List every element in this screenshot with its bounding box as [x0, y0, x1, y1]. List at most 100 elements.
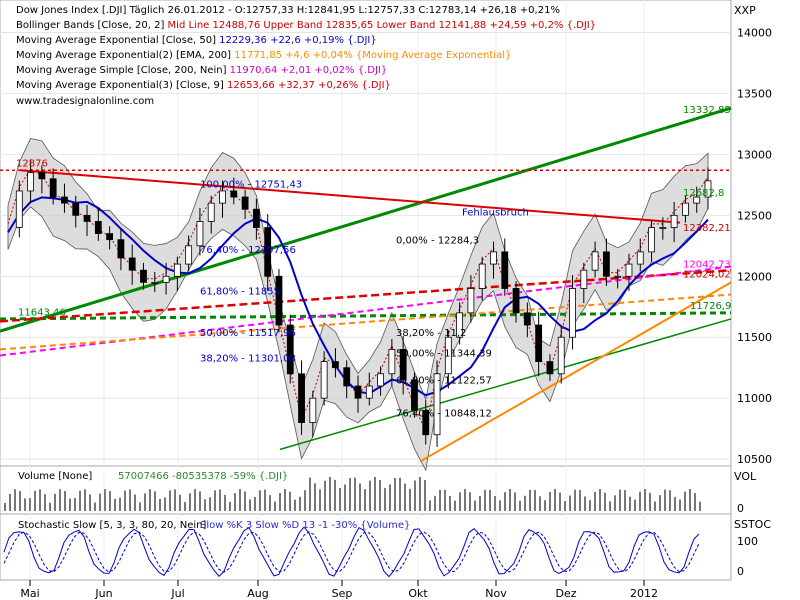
candle-body — [535, 324, 543, 363]
fib-label: 50,00% - 11517,96 — [200, 328, 296, 339]
y-tick-label: 11000 — [737, 392, 772, 405]
legend-item: Bollinger Bands [Close, 20, 2] Mid Line … — [16, 20, 596, 31]
volume-bar — [604, 492, 606, 511]
volume-bar — [239, 489, 241, 511]
fib-label: 50,00% - 11344,39 — [396, 349, 492, 360]
candle-body — [117, 239, 125, 259]
candle-body — [670, 214, 678, 228]
price-axis: 10500 11000 11500 12000 12500 13000 13500 14000 — [737, 26, 772, 466]
fib-label: 0,00% - 12284,3 — [396, 235, 479, 246]
volume-bar — [289, 491, 291, 511]
stochastic-title: Stochastic Slow [5, 3, 3, 80, 20, Nein] — [18, 520, 207, 531]
candle-body — [693, 196, 701, 204]
candle-body — [411, 379, 418, 411]
volume-bar — [574, 489, 576, 511]
volume-bar — [689, 489, 691, 511]
candle-body — [648, 227, 655, 253]
volume-bar — [334, 479, 336, 511]
volume-bar — [214, 490, 216, 511]
candle-body — [27, 172, 34, 192]
candle-body — [523, 312, 531, 326]
volume-bar — [344, 484, 346, 511]
volume-bar — [84, 489, 86, 511]
volume-bar — [499, 500, 501, 511]
time-axis: Mai Jun Jul Aug Sep Okt Nov Dez 2012 — [20, 580, 658, 600]
annotation-trend-end: 13332,85 — [683, 105, 731, 116]
candle-body — [467, 288, 475, 314]
volume-bar — [384, 488, 386, 511]
volume-bar — [449, 495, 451, 511]
candle-body — [252, 208, 260, 228]
volume-bar — [164, 497, 166, 511]
volume-bar — [304, 490, 306, 511]
volume-bar — [534, 489, 536, 511]
stochastic-lines: 100 0 — [3, 526, 758, 578]
volume-bar — [464, 489, 466, 511]
candle-body — [15, 190, 23, 228]
candle-body — [219, 190, 226, 204]
volume-bar — [299, 496, 301, 511]
volume-bar — [19, 490, 21, 511]
candle-body — [140, 269, 147, 283]
indicator-lines — [0, 106, 732, 463]
volume-bar — [434, 496, 436, 511]
x-tick-label: Dez — [555, 587, 576, 600]
candle-body — [636, 251, 644, 265]
volume-bar — [219, 489, 221, 511]
candle-body — [185, 245, 193, 265]
candle-body — [704, 180, 712, 198]
volume-bar — [669, 490, 671, 511]
annotation-high: 12876 — [16, 159, 48, 170]
bollinger-mid-line — [7, 168, 709, 433]
candle-body — [546, 361, 554, 375]
candle-body — [128, 257, 136, 271]
candle-body — [444, 336, 452, 375]
volume-bar — [444, 489, 446, 511]
volume-bar — [44, 494, 46, 511]
volume-bar — [14, 489, 16, 511]
volume-bar — [519, 500, 521, 511]
volume-bar — [134, 494, 136, 511]
legend-item: Moving Average Exponential(3) [Close, 9]… — [16, 80, 391, 91]
volume-bar — [104, 489, 106, 511]
legend-item: Moving Average Exponential(2) [EMA, 200]… — [16, 50, 511, 61]
volume-bar — [579, 490, 581, 511]
x-tick-label: 2012 — [630, 587, 658, 600]
volume-bar — [374, 477, 376, 511]
volume-bar — [9, 493, 11, 511]
right-label: 12024,02 — [683, 269, 731, 280]
volume-bar — [54, 493, 56, 511]
stochastic-k-line — [3, 526, 700, 578]
volume-bar — [79, 490, 81, 511]
fib-label: 38,20% - 11301,08 — [200, 354, 296, 365]
volume-bar — [244, 491, 246, 511]
candle-body — [106, 233, 114, 241]
x-tick-label: Aug — [247, 587, 268, 600]
volume-bar — [569, 495, 571, 511]
candle-body — [365, 385, 373, 399]
volume-bar — [459, 492, 461, 511]
volume-bar — [564, 501, 566, 511]
volume-bar — [339, 487, 341, 511]
volume-bar — [654, 501, 656, 511]
volume-bar — [99, 493, 101, 511]
volume-bar — [529, 489, 531, 511]
legend-name: Moving Average Exponential(3) [Close, 9] — [16, 80, 227, 91]
volume-bar — [329, 477, 331, 511]
legend-item: Moving Average Simple [Close, 200, Nein]… — [16, 65, 387, 76]
fib-label: 61,80% - 11122,57 — [396, 376, 492, 387]
volume-bar — [589, 499, 591, 511]
candle-body — [332, 361, 339, 369]
lower-channel-line — [279, 318, 732, 451]
volume-bar — [409, 488, 411, 511]
volume-bar — [379, 479, 381, 511]
candle-body — [320, 361, 328, 399]
volume-bar — [69, 498, 71, 511]
volume-bar — [269, 495, 271, 511]
volume-bar — [354, 477, 356, 511]
legend-name: Moving Average Simple [Close, 200, Nein] — [16, 65, 230, 76]
candle-body — [49, 178, 57, 198]
volume-bar — [594, 491, 596, 511]
volume-bar — [679, 499, 681, 511]
